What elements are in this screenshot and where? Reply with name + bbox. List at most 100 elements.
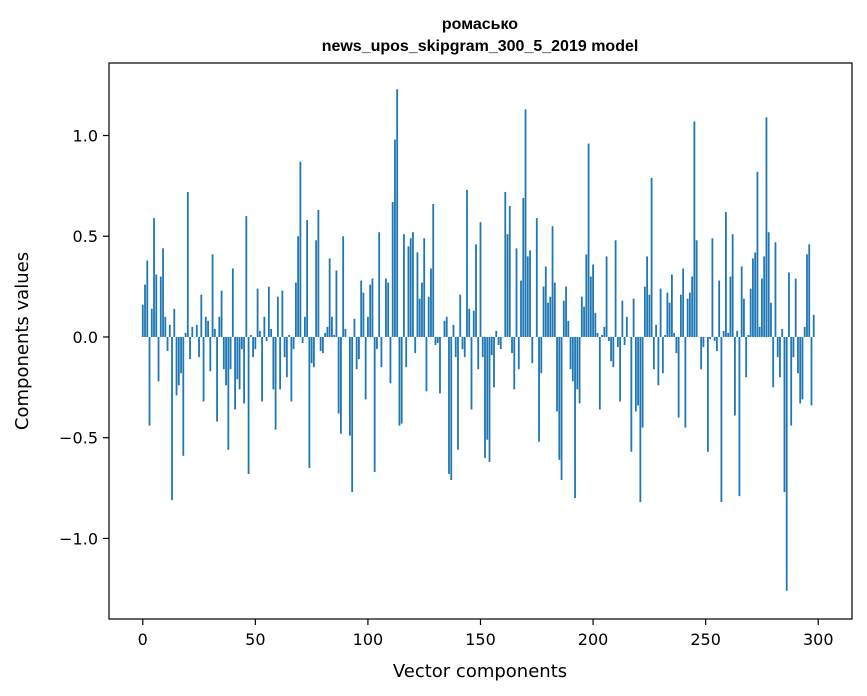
bar-24 (195, 324, 198, 337)
bar-290 (794, 278, 797, 337)
bar-22 (191, 326, 194, 337)
bar-264 (736, 330, 739, 337)
plot-frame (108, 62, 853, 620)
bar-96 (358, 336, 360, 360)
bar-0 (141, 304, 144, 337)
bar-291 (797, 336, 799, 374)
bar-205 (603, 326, 606, 337)
bar-186 (560, 336, 563, 480)
bar-118 (407, 246, 410, 337)
bar-181 (549, 296, 552, 337)
bar-281 (774, 242, 777, 337)
bar-258 (722, 330, 725, 337)
bar-275 (761, 278, 763, 337)
bar-105 (378, 232, 381, 337)
bar-202 (596, 332, 599, 337)
bar-263 (734, 336, 736, 416)
bar-53 (261, 336, 263, 402)
bar-110 (389, 336, 392, 384)
bar-180 (547, 302, 549, 337)
bar-11 (166, 336, 169, 352)
bar-164 (511, 336, 513, 354)
bar-273 (756, 171, 759, 337)
bar-242 (686, 298, 689, 337)
bar-218 (632, 298, 635, 337)
bar-68 (294, 282, 297, 337)
bar-209 (612, 336, 615, 368)
bar-149 (477, 336, 480, 370)
bar-72 (303, 316, 306, 337)
bar-20 (186, 191, 189, 337)
bar-259 (725, 212, 727, 337)
bar-93 (351, 336, 354, 493)
bar-232 (664, 334, 667, 337)
bar-74 (308, 336, 311, 468)
chart-title: ромасько (442, 16, 518, 33)
bar-187 (562, 300, 565, 337)
bar-166 (515, 248, 518, 337)
bar-64 (285, 336, 288, 378)
bar-154 (488, 336, 491, 462)
bar-257 (720, 336, 723, 503)
bar-27 (202, 336, 205, 402)
bar-221 (639, 336, 642, 503)
bar-115 (400, 336, 403, 424)
bar-230 (659, 288, 662, 337)
bar-223 (643, 286, 646, 337)
bar-249 (702, 336, 705, 348)
x-tick-label: 0 (138, 630, 148, 649)
y-tick-label: 1.0 (73, 127, 98, 146)
bar-29 (207, 320, 209, 337)
bar-175 (535, 218, 538, 337)
bar-19 (184, 332, 187, 337)
bar-265 (738, 336, 741, 497)
bar-238 (677, 336, 680, 418)
bar-131 (436, 336, 439, 344)
bar-239 (679, 294, 682, 337)
bar-231 (661, 336, 664, 374)
x-tick-label: 100 (353, 630, 384, 649)
bar-120 (412, 232, 414, 337)
bar-287 (788, 272, 790, 337)
bar-253 (711, 238, 714, 337)
bar-193 (576, 336, 579, 390)
bar-97 (360, 280, 363, 337)
x-tick-label: 300 (803, 630, 834, 649)
bar-256 (718, 280, 721, 337)
bar-122 (416, 252, 419, 337)
bar-17 (180, 336, 182, 374)
bar-30 (209, 336, 212, 372)
x-axis-label: Vector components (393, 661, 567, 682)
bar-47 (247, 336, 250, 474)
bar-195 (580, 296, 583, 337)
bar-276 (763, 256, 766, 337)
bar-295 (806, 254, 808, 337)
bar-41 (234, 336, 236, 410)
bar-240 (682, 268, 685, 337)
bar-252 (709, 336, 712, 339)
bar-226 (650, 177, 653, 337)
bar-212 (619, 336, 621, 402)
bar-233 (666, 292, 669, 337)
bar-81 (324, 332, 327, 337)
bar-182 (551, 226, 554, 337)
bar-260 (727, 332, 730, 337)
bar-70 (299, 161, 302, 337)
bar-144 (466, 189, 468, 337)
bar-117 (405, 336, 408, 368)
bar-127 (427, 296, 430, 337)
bar-289 (792, 336, 795, 358)
bar-67 (292, 336, 295, 350)
x-tick-label: 250 (690, 630, 721, 649)
bar-283 (779, 336, 781, 378)
x-tick-label: 200 (578, 630, 609, 649)
y-tick-label: −0.5 (59, 429, 98, 448)
bar-32 (213, 328, 216, 337)
bar-79 (319, 336, 322, 352)
bar-282 (776, 336, 779, 358)
bar-103 (373, 336, 376, 472)
bar-151 (481, 336, 484, 358)
bar-109 (387, 282, 390, 337)
bar-56 (267, 286, 270, 337)
bar-161 (504, 191, 507, 337)
